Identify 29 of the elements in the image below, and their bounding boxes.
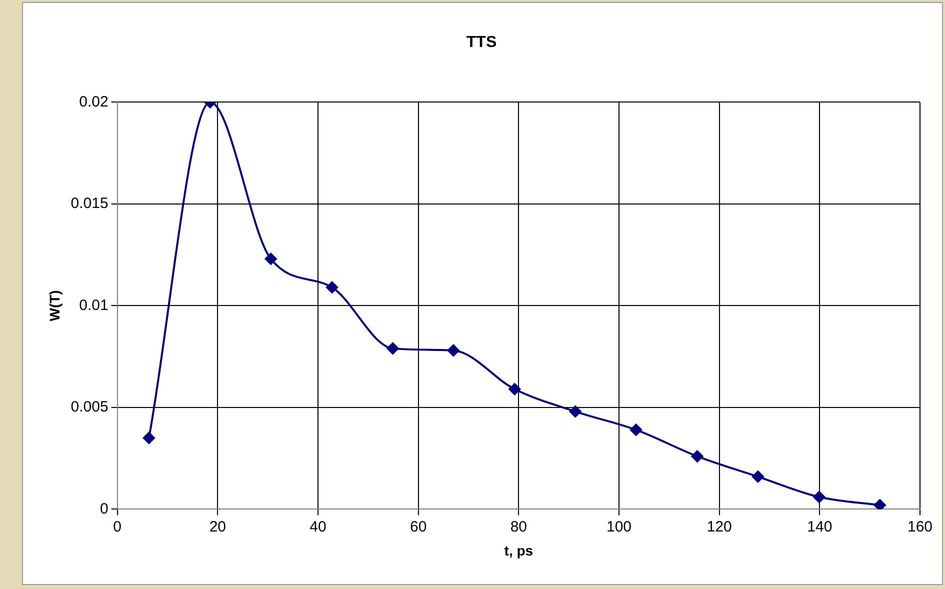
point [508,383,521,396]
x-tick-label: 40 [310,518,326,536]
y-tick-label: 0.01 [79,296,108,314]
point [569,406,582,418]
point [813,490,826,503]
x-tick-label: 60 [410,518,427,536]
point [691,450,704,462]
x-axis-title: t, ps [504,542,534,558]
x-tick-label: 100 [606,518,632,536]
x-tick-label: 120 [706,518,732,536]
y-tick-label: 0.015 [70,195,108,212]
x-tick-label: 20 [209,518,226,536]
point [386,342,399,354]
point [752,470,764,483]
point [326,281,338,294]
y-tick-label: 0.02 [79,93,108,110]
point [447,344,460,356]
point [142,432,155,444]
point [874,499,886,510]
point [264,252,277,265]
x-tick-label: 140 [807,518,832,536]
x-tick-label: 80 [510,518,528,536]
y-tick-label: 0.005 [70,398,108,416]
y-axis-title: W(T) [46,290,62,322]
x-tick-label: 160 [907,518,933,536]
y-tick-label: 0 [100,500,108,518]
chart-title: TTS [466,34,497,52]
x-tick-label: 0 [113,518,122,536]
point [630,424,642,436]
